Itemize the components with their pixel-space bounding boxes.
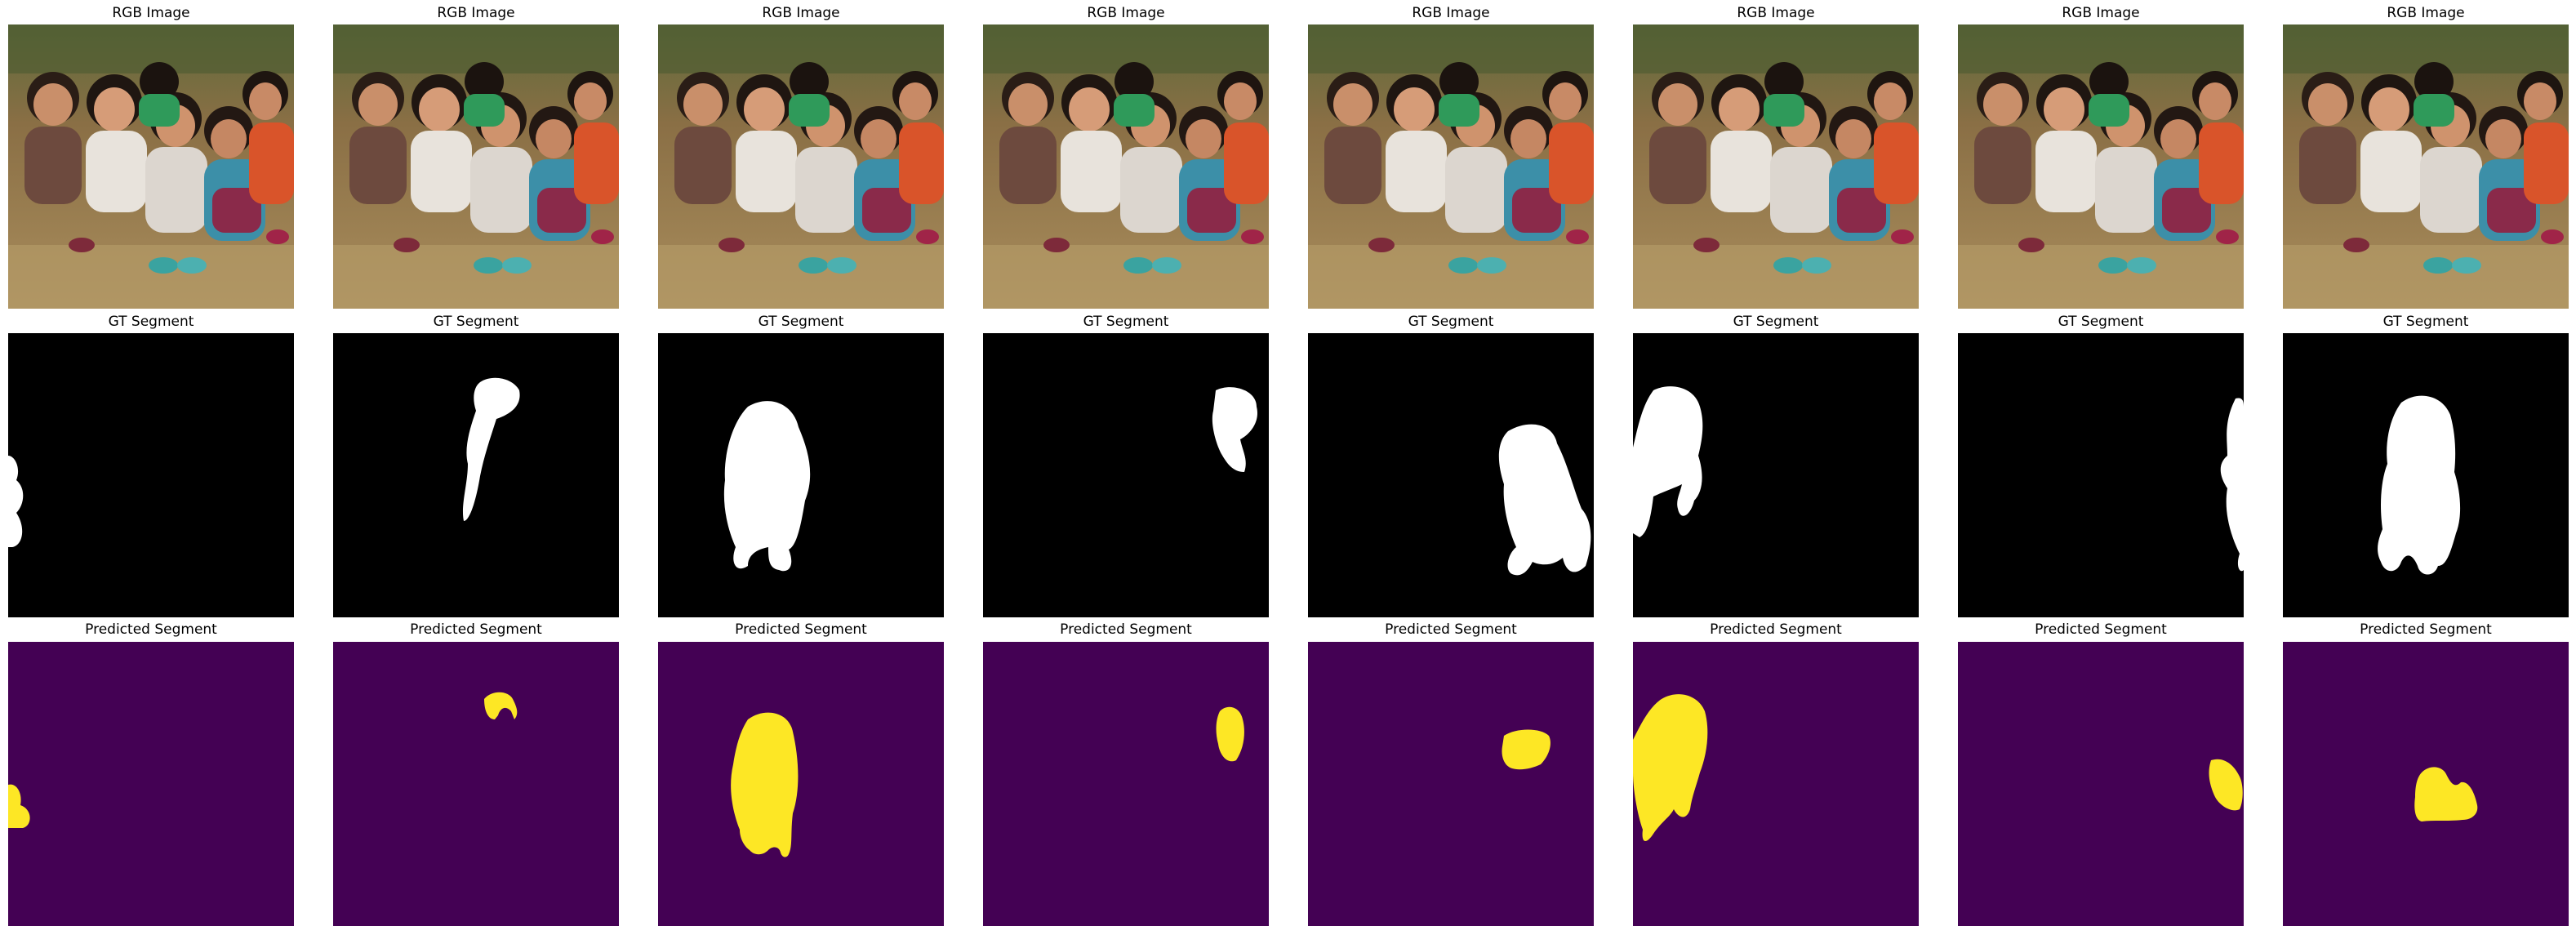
predicted-mask — [333, 642, 619, 926]
rgb-panel-title: RGB Image — [762, 5, 840, 21]
pred-panel — [658, 642, 944, 926]
gt-mask — [1308, 333, 1594, 617]
children-group — [1974, 62, 2244, 274]
gt-panel-title: GT Segment — [1083, 314, 1169, 330]
predicted-mask — [983, 642, 1269, 926]
rgb-image — [1308, 24, 1594, 309]
rgb-panel — [8, 24, 294, 309]
gt-panel — [2283, 333, 2569, 617]
gt-mask — [333, 333, 619, 617]
pred-panel-title: Predicted Segment — [2035, 621, 2167, 638]
gt-panel — [333, 333, 619, 617]
rgb-panel — [2283, 24, 2569, 309]
rgb-image — [2283, 24, 2569, 309]
gt-mask — [2283, 333, 2569, 617]
gt-mask — [8, 333, 294, 617]
gt-panel-title: GT Segment — [108, 314, 194, 330]
rgb-panel-title: RGB Image — [437, 5, 515, 21]
rgb-panel-title: RGB Image — [2387, 5, 2465, 21]
rgb-panel-title: RGB Image — [2062, 5, 2140, 21]
pred-panel-title: Predicted Segment — [1385, 621, 1517, 638]
rgb-image — [1958, 24, 2244, 309]
rgb-image — [8, 24, 294, 309]
rgb-panel — [658, 24, 944, 309]
gt-panel — [658, 333, 944, 617]
gt-panel-title: GT Segment — [2382, 314, 2469, 330]
pred-panel-title: Predicted Segment — [735, 621, 867, 638]
pred-panel — [983, 642, 1269, 926]
rgb-panel — [983, 24, 1269, 309]
predicted-mask — [2283, 642, 2569, 926]
rgb-panel-title: RGB Image — [112, 5, 190, 21]
pred-panel — [1958, 642, 2244, 926]
rgb-panel — [1308, 24, 1594, 309]
children-group — [999, 62, 1269, 274]
pred-panel-title: Predicted Segment — [1710, 621, 1842, 638]
gt-mask — [1958, 333, 2244, 617]
gt-mask — [983, 333, 1269, 617]
children-group — [2299, 62, 2569, 274]
pred-panel-title: Predicted Segment — [2360, 621, 2492, 638]
gt-panel — [1308, 333, 1594, 617]
children-group — [1324, 62, 1594, 274]
gt-panel-title: GT Segment — [758, 314, 844, 330]
gt-mask — [658, 333, 944, 617]
predicted-mask — [1308, 642, 1594, 926]
children-group — [674, 62, 944, 274]
pred-panel-title: Predicted Segment — [410, 621, 542, 638]
rgb-image — [333, 24, 619, 309]
rgb-panel — [1958, 24, 2244, 309]
pred-panel-title: Predicted Segment — [85, 621, 217, 638]
gt-panel — [983, 333, 1269, 617]
rgb-image — [658, 24, 944, 309]
gt-panel-title: GT Segment — [2058, 314, 2144, 330]
gt-panel-title: GT Segment — [433, 314, 519, 330]
pred-panel — [333, 642, 619, 926]
pred-panel — [2283, 642, 2569, 926]
predicted-mask — [658, 642, 944, 926]
rgb-image — [1633, 24, 1919, 309]
predicted-mask — [1958, 642, 2244, 926]
pred-panel-title: Predicted Segment — [1060, 621, 1192, 638]
rgb-panel — [1633, 24, 1919, 309]
rgb-panel-title: RGB Image — [1737, 5, 1815, 21]
rgb-panel — [333, 24, 619, 309]
gt-panel — [8, 333, 294, 617]
children-group — [24, 62, 294, 274]
children-group — [1649, 62, 1919, 274]
rgb-image — [983, 24, 1269, 309]
gt-panel — [1958, 333, 2244, 617]
gt-panel-title: GT Segment — [1408, 314, 1494, 330]
pred-panel — [1633, 642, 1919, 926]
pred-panel — [8, 642, 294, 926]
children-group — [349, 62, 619, 274]
gt-panel-title: GT Segment — [1733, 314, 1819, 330]
predicted-mask — [8, 642, 294, 926]
rgb-panel-title: RGB Image — [1087, 5, 1165, 21]
gt-panel — [1633, 333, 1919, 617]
rgb-panel-title: RGB Image — [1412, 5, 1490, 21]
predicted-mask — [1633, 642, 1919, 926]
gt-mask — [1633, 333, 1919, 617]
pred-panel — [1308, 642, 1594, 926]
